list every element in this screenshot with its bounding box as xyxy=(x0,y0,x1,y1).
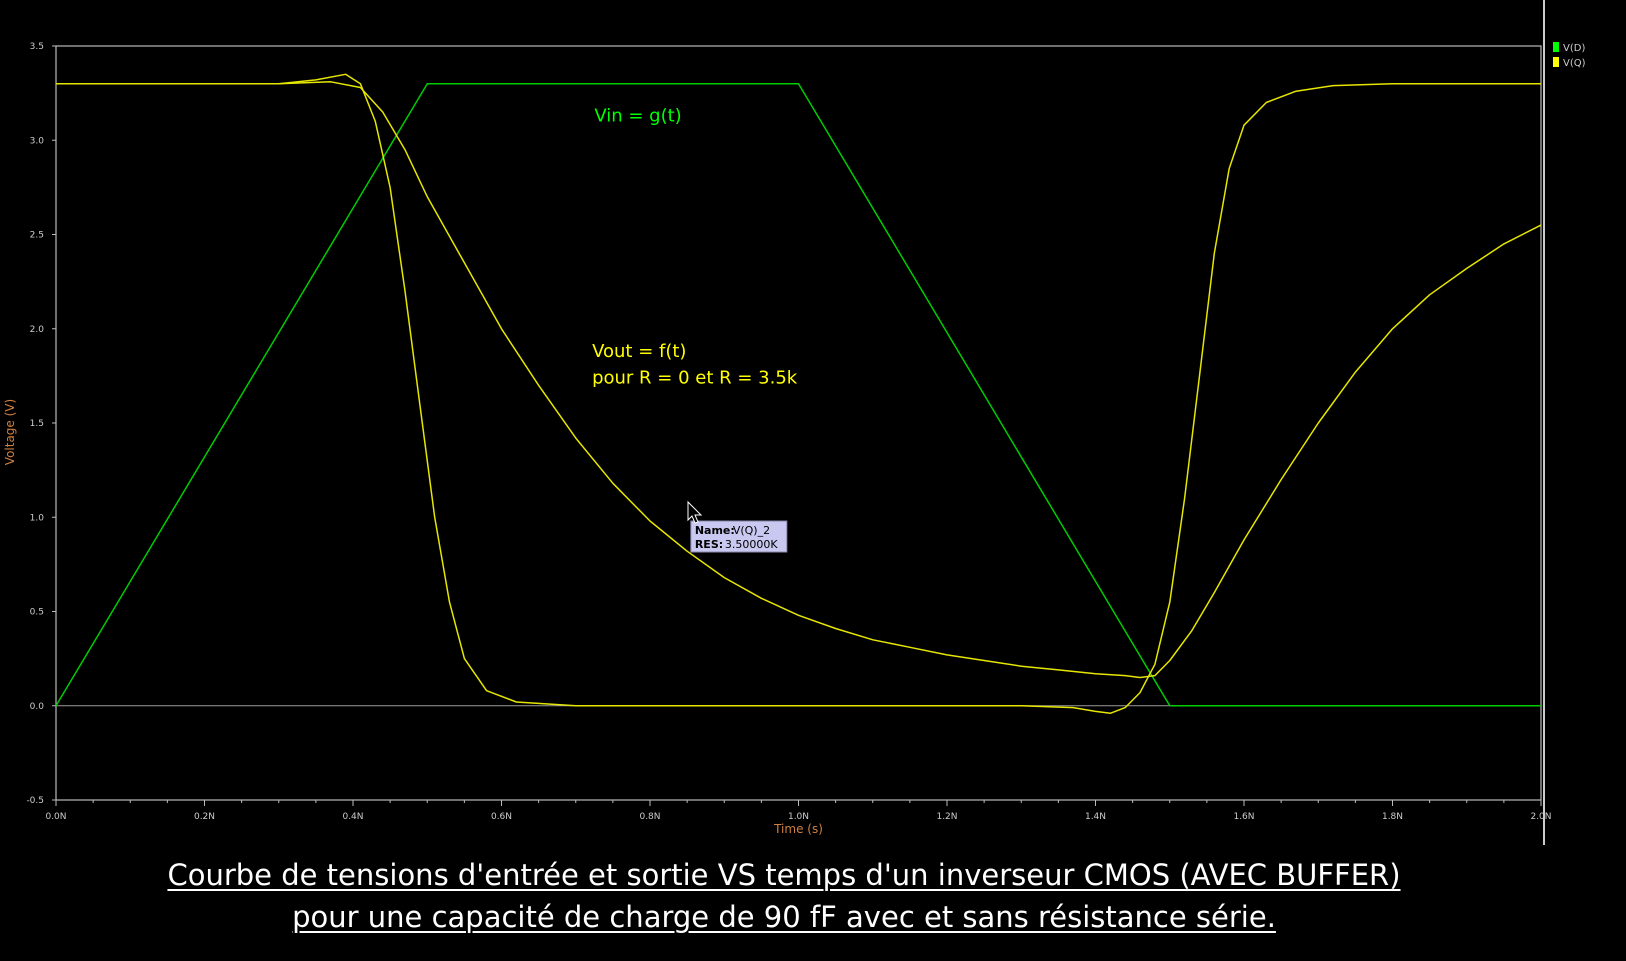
y-tick-label: 0.0 xyxy=(30,702,45,712)
annotation-1: Vin = g(t) xyxy=(594,105,681,126)
annotation-2: Vout = f(t) xyxy=(592,341,686,362)
y-tick-label: 3.0 xyxy=(30,136,45,146)
legend: V(D) V(Q) xyxy=(1553,42,1586,69)
trace-tooltip: Name:V(Q)_2 RES: 3.50000K xyxy=(690,520,788,553)
y-tick-label: 3.5 xyxy=(30,42,44,52)
x-tick-label: 1.4N xyxy=(1085,812,1106,822)
tooltip-box xyxy=(690,520,788,553)
x-tick-label: 1.6N xyxy=(1233,812,1254,822)
x-tick-label: 0.8N xyxy=(639,812,660,822)
tooltip-name-label: Name: xyxy=(695,524,735,537)
y-tick-label: 2.5 xyxy=(30,231,44,241)
annotations-layer: Vin = g(t) Vout = f(t) pour R = 0 et R = 3… xyxy=(592,105,798,388)
legend-label: V(D) xyxy=(1563,43,1585,54)
x-tick-label: 0.0N xyxy=(45,812,66,822)
series-line-v-q- xyxy=(56,73,1541,715)
caption-line-2: pour une capacité de charge de 90 fF ave… xyxy=(292,900,1276,934)
tooltip-res-label: RES: xyxy=(695,538,723,551)
annotation-3: pour R = 0 et R = 3.5k xyxy=(592,367,798,388)
y-axis-label: Voltage (V) xyxy=(3,399,17,465)
tooltip-name-value: V(Q)_2 xyxy=(733,524,770,537)
waveform-plot: 3.5 3.0 2.5 2.0 1.5 1.0 0.5 0.0 -0.50.0N 0.2N 0.4N… xyxy=(3,0,1586,845)
y-tick-label: -0.5 xyxy=(26,796,44,806)
y-tick-label: 1.5 xyxy=(30,419,44,429)
x-tick-label: 0.2N xyxy=(194,812,215,822)
axes: 3.5 3.0 2.5 2.0 1.5 1.0 0.5 0.0 -0.50.0N 0.2N 0.4N… xyxy=(3,42,1552,836)
legend-swatch xyxy=(1553,57,1559,67)
x-tick-label: 1.0N xyxy=(788,812,809,822)
x-tick-label: 2.0N xyxy=(1530,812,1551,822)
mouse-cursor-icon xyxy=(687,500,703,524)
tooltip-res-value: 3.50000K xyxy=(725,538,778,551)
legend-swatch xyxy=(1553,42,1559,52)
x-axis-label: Time (s) xyxy=(773,822,823,836)
y-tick-label: 0.5 xyxy=(30,608,44,618)
x-tick-label: 1.2N xyxy=(936,812,957,822)
y-tick-label: 2.0 xyxy=(30,325,45,335)
x-tick-label: 0.6N xyxy=(491,812,512,822)
series-line-v-q-2 xyxy=(56,81,1542,679)
x-tick-label: 1.8N xyxy=(1382,812,1403,822)
series-line-v-d- xyxy=(55,82,1541,707)
y-tick-label: 1.0 xyxy=(30,513,45,523)
legend-label: V(Q) xyxy=(1563,58,1586,69)
x-tick-label: 0.4N xyxy=(342,812,363,822)
caption-line-1: Courbe de tensions d'entrée et sortie VS… xyxy=(167,858,1401,892)
series-layer xyxy=(55,73,1542,715)
